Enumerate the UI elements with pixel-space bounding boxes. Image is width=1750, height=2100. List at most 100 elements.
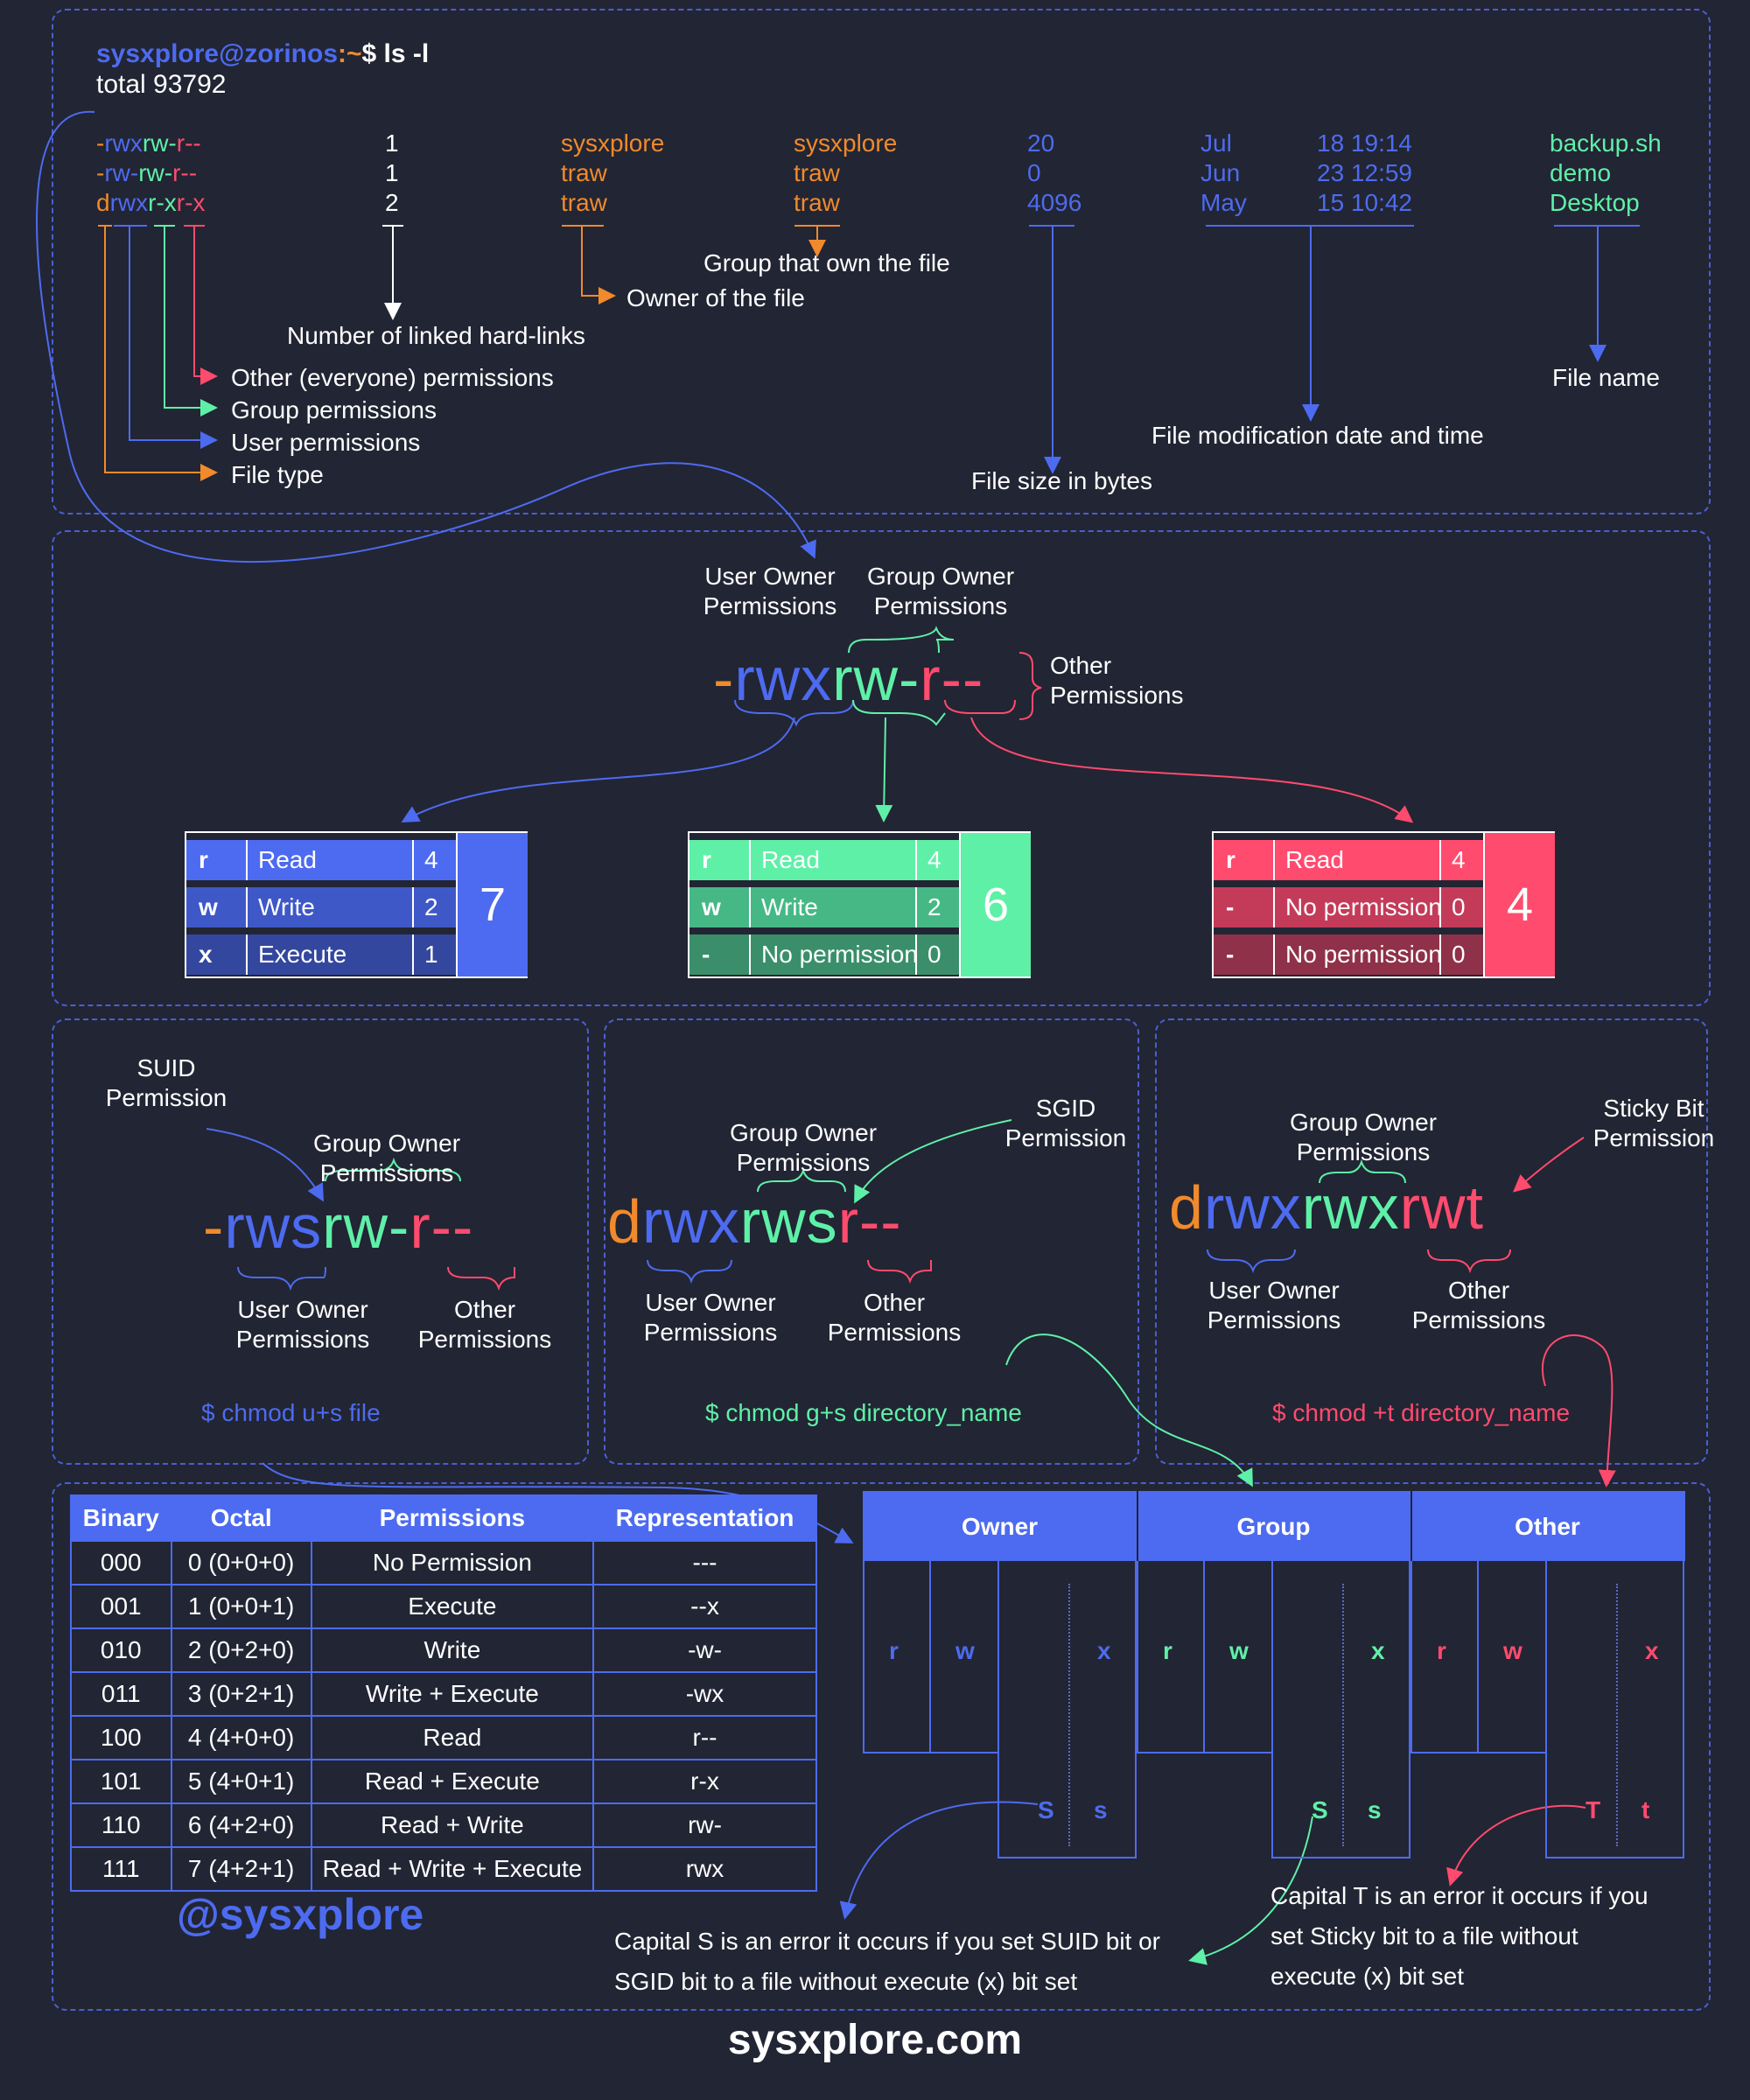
permission-cell: x xyxy=(199,941,213,968)
cell-divider xyxy=(915,887,917,928)
annotation-other-perm: Other (everyone) permissions xyxy=(231,364,554,391)
permission-cell: Write xyxy=(258,893,315,920)
octal-cell: 2 (0+2+0) xyxy=(170,1628,312,1673)
special-other-label-line: Permissions xyxy=(827,1319,962,1346)
label-other: Other Permissions xyxy=(1050,651,1183,710)
special-user-label-line: Permissions xyxy=(643,1319,778,1346)
octal-panel xyxy=(52,1482,1711,2011)
cell-divider xyxy=(1439,840,1441,880)
octal-cell: 000 xyxy=(70,1540,172,1586)
grid-bit-S: S xyxy=(1038,1796,1054,1824)
grid-bit-r: r xyxy=(889,1637,899,1664)
permission-cell: No permission xyxy=(761,941,918,968)
special-perm-type: - xyxy=(203,1193,225,1261)
grid-bit-x: x xyxy=(1097,1637,1111,1664)
label-user-owner: User Owner Permissions xyxy=(691,562,849,621)
special-user-label-line: User Owner xyxy=(645,1289,776,1316)
annotation-mod-date: File modification date and time xyxy=(1152,422,1484,449)
grid-cell xyxy=(1545,1561,1684,1858)
grid-bit-x: x xyxy=(1371,1637,1385,1664)
grid-bit-w: w xyxy=(956,1637,975,1664)
ls-day-time: 23 12:59 xyxy=(1317,159,1412,186)
ls-size: 0 xyxy=(1027,159,1041,186)
octal-cell: 4 (4+0+0) xyxy=(170,1715,312,1760)
special-command: $ chmod u+s file xyxy=(201,1399,381,1426)
special-other-label-line: Other xyxy=(1447,1277,1510,1304)
octal-cell: rwx xyxy=(592,1846,817,1892)
label-line: Permissions xyxy=(873,592,1008,620)
permission-cell: 0 xyxy=(1452,893,1466,920)
octal-cell: r-x xyxy=(592,1759,817,1804)
octal-cell: 111 xyxy=(70,1846,172,1892)
special-group-label-line: Group Owner xyxy=(312,1130,461,1157)
special-group-label-line: Permissions xyxy=(1296,1138,1431,1166)
note-line: SGID bit to a file without execute (x) b… xyxy=(614,1968,1078,1995)
cell-divider xyxy=(1273,887,1275,928)
octal-cell: 001 xyxy=(70,1584,172,1629)
octal-cell: 0 (0+0+0) xyxy=(170,1540,312,1586)
permission-total: 7 xyxy=(456,833,528,976)
special-group-label: Group Owner Permissions xyxy=(299,1129,474,1188)
cell-divider xyxy=(1439,887,1441,928)
grid-bit-s: s xyxy=(1094,1796,1108,1824)
terminal-prompt: sysxplore@zorinos:~$ ls -l xyxy=(96,39,429,69)
cell-divider xyxy=(412,887,414,928)
ls-owner: sysxplore xyxy=(561,130,665,157)
permission-table-2: r Read 4 w Write 2 - No permission 0 6 xyxy=(688,831,1031,978)
ls-day-time: 18 19:14 xyxy=(1317,130,1412,157)
ls-size: 20 xyxy=(1027,130,1055,157)
grid-bit-s: s xyxy=(1368,1796,1382,1824)
ls-grp: sysxplore xyxy=(794,130,898,157)
permission-cell: w xyxy=(199,893,218,920)
ls-permissions: -rwxrw-r-- xyxy=(96,129,201,158)
cell-divider xyxy=(915,840,917,880)
special-group-label-line: Permissions xyxy=(319,1159,454,1186)
special-perm-other: r-- xyxy=(410,1193,474,1261)
special-group-label-line: Permissions xyxy=(736,1149,871,1176)
octal-cell: 110 xyxy=(70,1802,172,1848)
octal-cell: Read + Write + Execute xyxy=(310,1846,595,1892)
annotation-group-owner: Group that own the file xyxy=(704,249,950,276)
permission-cell: - xyxy=(1226,941,1235,968)
octal-cell: 100 xyxy=(70,1715,172,1760)
octal-header-3: Representation xyxy=(592,1494,817,1542)
special-permission-string: -rwsrw-r-- xyxy=(203,1192,473,1262)
special-other-label: Other Permissions xyxy=(807,1288,982,1348)
site-footer: sysxplore.com xyxy=(727,2017,1023,2063)
perm-user: rwx xyxy=(109,189,149,216)
permission-row: - No permission 0 xyxy=(1214,934,1485,975)
grid-cell xyxy=(998,1561,1137,1858)
special-perm-user: rws xyxy=(224,1193,323,1261)
perm-user: rw- xyxy=(104,159,139,186)
special-user-label-line: User Owner xyxy=(237,1296,368,1323)
permission-cell: No permission xyxy=(1285,893,1442,920)
octal-row: 101 5 (4+0+1) Read + Execute r-x xyxy=(70,1759,817,1804)
grid-bit-w: w xyxy=(1229,1637,1249,1664)
permission-cell: Write xyxy=(761,893,818,920)
permission-cell: 4 xyxy=(1452,846,1466,873)
cell-divider xyxy=(1439,934,1441,975)
special-group-label: Group Owner Permissions xyxy=(1276,1108,1451,1167)
special-group-label-line: Group Owner xyxy=(729,1119,878,1146)
special-user-label-line: Permissions xyxy=(235,1326,370,1353)
special-label: SUID Permission xyxy=(79,1054,254,1113)
ls-grp: traw xyxy=(794,159,840,186)
special-label-line: Permission xyxy=(105,1084,228,1111)
octal-cell: 6 (4+2+0) xyxy=(170,1802,312,1848)
perm-other: r-- xyxy=(176,130,201,157)
cell-divider xyxy=(749,840,751,880)
grid-bit-r: r xyxy=(1437,1637,1446,1664)
octal-cell: Write + Execute xyxy=(310,1671,595,1717)
special-label-line: Sticky Bit xyxy=(1603,1095,1704,1122)
label-line: Group Owner xyxy=(866,563,1015,590)
brand-handle: @sysxplore xyxy=(177,1890,424,1939)
grid-bit-w: w xyxy=(1503,1637,1522,1664)
permission-cell: w xyxy=(702,893,721,920)
special-other-label: Other Permissions xyxy=(397,1295,572,1354)
sgid-panel xyxy=(604,1018,1139,1465)
special-label: Sticky Bit Permission xyxy=(1566,1094,1741,1153)
label-group-owner: Group Owner Permissions xyxy=(853,562,1028,621)
octal-cell: Read + Write xyxy=(310,1802,595,1848)
annotation-file-type: File type xyxy=(231,461,324,488)
